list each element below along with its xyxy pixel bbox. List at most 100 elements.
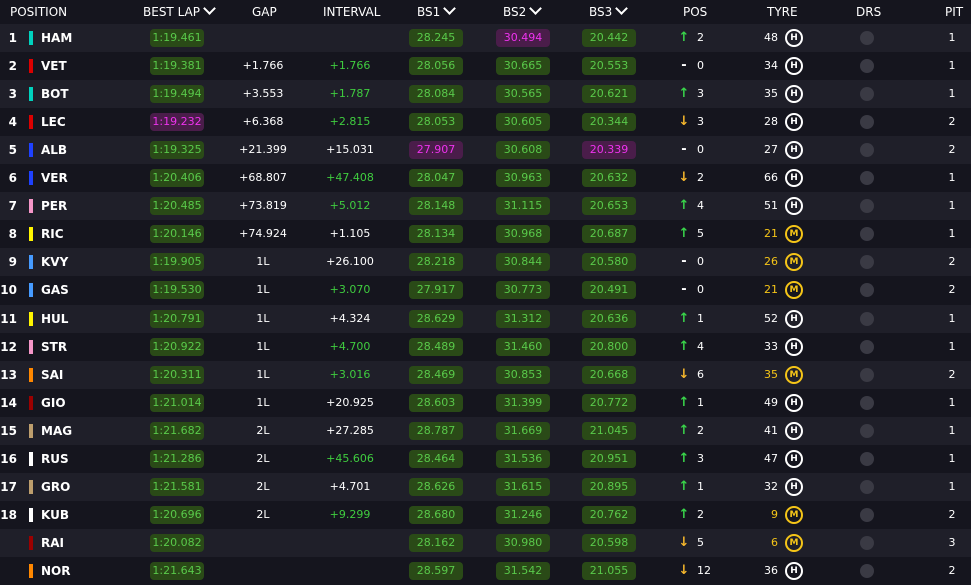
driver-code[interactable]: RAI: [41, 535, 64, 550]
sector3-time: 20.895: [582, 477, 636, 496]
table-row[interactable]: 12 STR 1:20.922 1L +4.700 28.489 31.460 20.800 ↑…: [0, 332, 971, 361]
table-row[interactable]: 16 RUS 1:21.286 2L +45.606 28.464 31.536 20.951…: [0, 444, 971, 473]
table-row[interactable]: 14 GIO 1:21.014 1L +20.925 28.603 31.399 20.772…: [0, 388, 971, 417]
header-drs[interactable]: DRS: [856, 5, 882, 19]
table-row[interactable]: 3 BOT 1:19.494 +3.553 +1.787 28.084 30.565 20.6…: [0, 80, 971, 109]
best-lap-time: 1:21.682: [150, 421, 204, 440]
position-number: 1: [8, 31, 17, 45]
header-bs1[interactable]: BS1: [417, 0, 457, 24]
header-pos[interactable]: POS: [683, 5, 708, 19]
table-row[interactable]: 4 LEC 1:19.232 +6.368 +2.815 28.053 30.605 20.3…: [0, 108, 971, 137]
interval-value: [318, 24, 382, 52]
driver-code[interactable]: HUL: [41, 311, 69, 326]
header-bs3[interactable]: BS3: [589, 0, 629, 24]
driver-code[interactable]: GAS: [41, 283, 69, 298]
table-row[interactable]: 10 GAS 1:19.530 1L +3.070 27.917 30.773 20.491 -…: [0, 276, 971, 305]
drs-indicator: [860, 479, 874, 494]
driver-code[interactable]: KUB: [41, 507, 69, 522]
driver-code[interactable]: RIC: [41, 227, 64, 242]
table-row[interactable]: 15 MAG 1:21.682 2L +27.285 28.787 31.669 21.045…: [0, 416, 971, 445]
interval-value: +2.815: [329, 115, 371, 129]
driver-code[interactable]: VER: [41, 171, 68, 186]
table-row[interactable]: 7 PER 1:20.485 +73.819 +5.012 28.148 31.115 20.…: [0, 192, 971, 221]
gap-value: +21.399: [239, 143, 287, 157]
interval-value: +3.016: [329, 367, 371, 381]
sector2-time: 30.608: [496, 141, 550, 160]
pit-count: 1: [948, 227, 956, 241]
header-pit[interactable]: PIT: [945, 5, 964, 19]
table-row[interactable]: 11 HUL 1:20.791 1L +4.324 28.629 31.312 20.636 ↑…: [0, 304, 971, 333]
drs-indicator: [860, 451, 874, 466]
position-change: 4: [697, 339, 704, 353]
sector2-time: 30.605: [496, 113, 550, 132]
position-change: 3: [697, 87, 704, 101]
pit-count: 1: [948, 87, 956, 101]
header-interval[interactable]: INTERVAL: [323, 5, 381, 19]
sector3-time: 20.951: [582, 449, 636, 468]
drs-indicator: [860, 171, 874, 186]
table-row[interactable]: 8 RIC 1:20.146 +74.924 +1.105 28.134 30.968 20.…: [0, 220, 971, 249]
table-row[interactable]: 13 SAI 1:20.311 1L +3.016 28.469 30.853 20.668 ↓…: [0, 360, 971, 389]
tyre-laps: 35: [764, 87, 778, 101]
position-change: 2: [697, 31, 704, 44]
driver-code[interactable]: MAG: [41, 423, 73, 438]
table-row[interactable]: 2 VET 1:19.381 +1.766 +1.766 28.056 30.665 20.5…: [0, 52, 971, 81]
tyre-laps: 21: [764, 227, 778, 241]
driver-code[interactable]: PER: [41, 199, 68, 214]
position-number: 10: [0, 283, 17, 298]
driver-code[interactable]: GIO: [41, 395, 66, 410]
position-change: 3: [697, 451, 704, 465]
hard-tyre-icon: H: [785, 141, 803, 160]
header-gap[interactable]: GAP: [252, 5, 277, 19]
team-color-bar: [29, 115, 33, 130]
table-row[interactable]: 17 GRO 1:21.581 2L +4.701 28.626 31.615 20.895 ↑…: [0, 472, 971, 501]
driver-code[interactable]: BOT: [41, 87, 69, 102]
table-row[interactable]: 5 ALB 1:19.325 +21.399 +15.031 27.907 30.608 20…: [0, 136, 971, 165]
hard-tyre-icon: H: [785, 85, 803, 104]
driver-code[interactable]: RUS: [41, 451, 69, 466]
interval-value: +5.012: [329, 199, 371, 213]
header-bs2[interactable]: BS2: [503, 0, 543, 24]
chevron-down-icon: [203, 2, 216, 15]
header-best-lap[interactable]: BEST LAP: [143, 0, 216, 24]
position-change: 0: [697, 283, 704, 297]
driver-code[interactable]: KVY: [41, 255, 69, 270]
sector3-time: 20.772: [582, 393, 636, 412]
table-row[interactable]: RAI 1:20.082 28.162 30.980 20.598 ↓ 5 6 M 3: [0, 528, 971, 557]
gap-value: 1L: [256, 339, 270, 353]
header-tyre[interactable]: TYRE: [767, 5, 798, 19]
best-lap-time: 1:20.922: [150, 337, 204, 356]
drs-indicator: [860, 535, 874, 550]
position-number: 4: [8, 115, 17, 130]
best-lap-time: 1:20.696: [150, 505, 204, 524]
sector3-time: 20.491: [582, 281, 636, 300]
position-change: 5: [697, 535, 704, 549]
driver-code[interactable]: GRO: [41, 479, 71, 494]
table-row[interactable]: 9 KVY 1:19.905 1L +26.100 28.218 30.844 20.580 -…: [0, 248, 971, 277]
position-change: 5: [697, 227, 704, 241]
driver-code[interactable]: LEC: [41, 115, 66, 130]
table-row[interactable]: NOR 1:21.643 28.597 31.542 21.055 ↓ 12 36 H 2: [0, 556, 971, 585]
interval-value: +9.299: [329, 507, 371, 521]
best-lap-time: 1:20.311: [150, 365, 204, 384]
gap-value: +6.368: [242, 115, 284, 129]
header-position[interactable]: POSITION: [10, 5, 68, 19]
driver-code[interactable]: STR: [41, 339, 68, 354]
driver-code[interactable]: SAI: [41, 367, 64, 382]
sector2-time: 30.980: [496, 533, 550, 552]
interval-value: +4.324: [329, 311, 371, 325]
sector1-time: 28.629: [409, 309, 463, 328]
hard-tyre-icon: H: [785, 561, 803, 580]
tyre-laps: 52: [764, 311, 778, 325]
sector2-time: 31.669: [496, 421, 550, 440]
driver-code[interactable]: NOR: [41, 563, 71, 578]
driver-code[interactable]: VET: [41, 59, 67, 74]
driver-code[interactable]: ALB: [41, 143, 68, 158]
driver-code[interactable]: HAM: [41, 31, 73, 45]
team-color-bar: [29, 227, 33, 242]
table-row[interactable]: 18 KUB 1:20.696 2L +9.299 28.680 31.246 20.762 ↑…: [0, 500, 971, 529]
table-row[interactable]: 1 HAM 1:19.461 28.245 30.494 20.442 ↑ 2 48 H 1: [0, 24, 971, 52]
position-number: 6: [8, 171, 17, 186]
table-row[interactable]: 6 VER 1:20.406 +68.807 +47.408 28.047 30.963 20…: [0, 164, 971, 193]
